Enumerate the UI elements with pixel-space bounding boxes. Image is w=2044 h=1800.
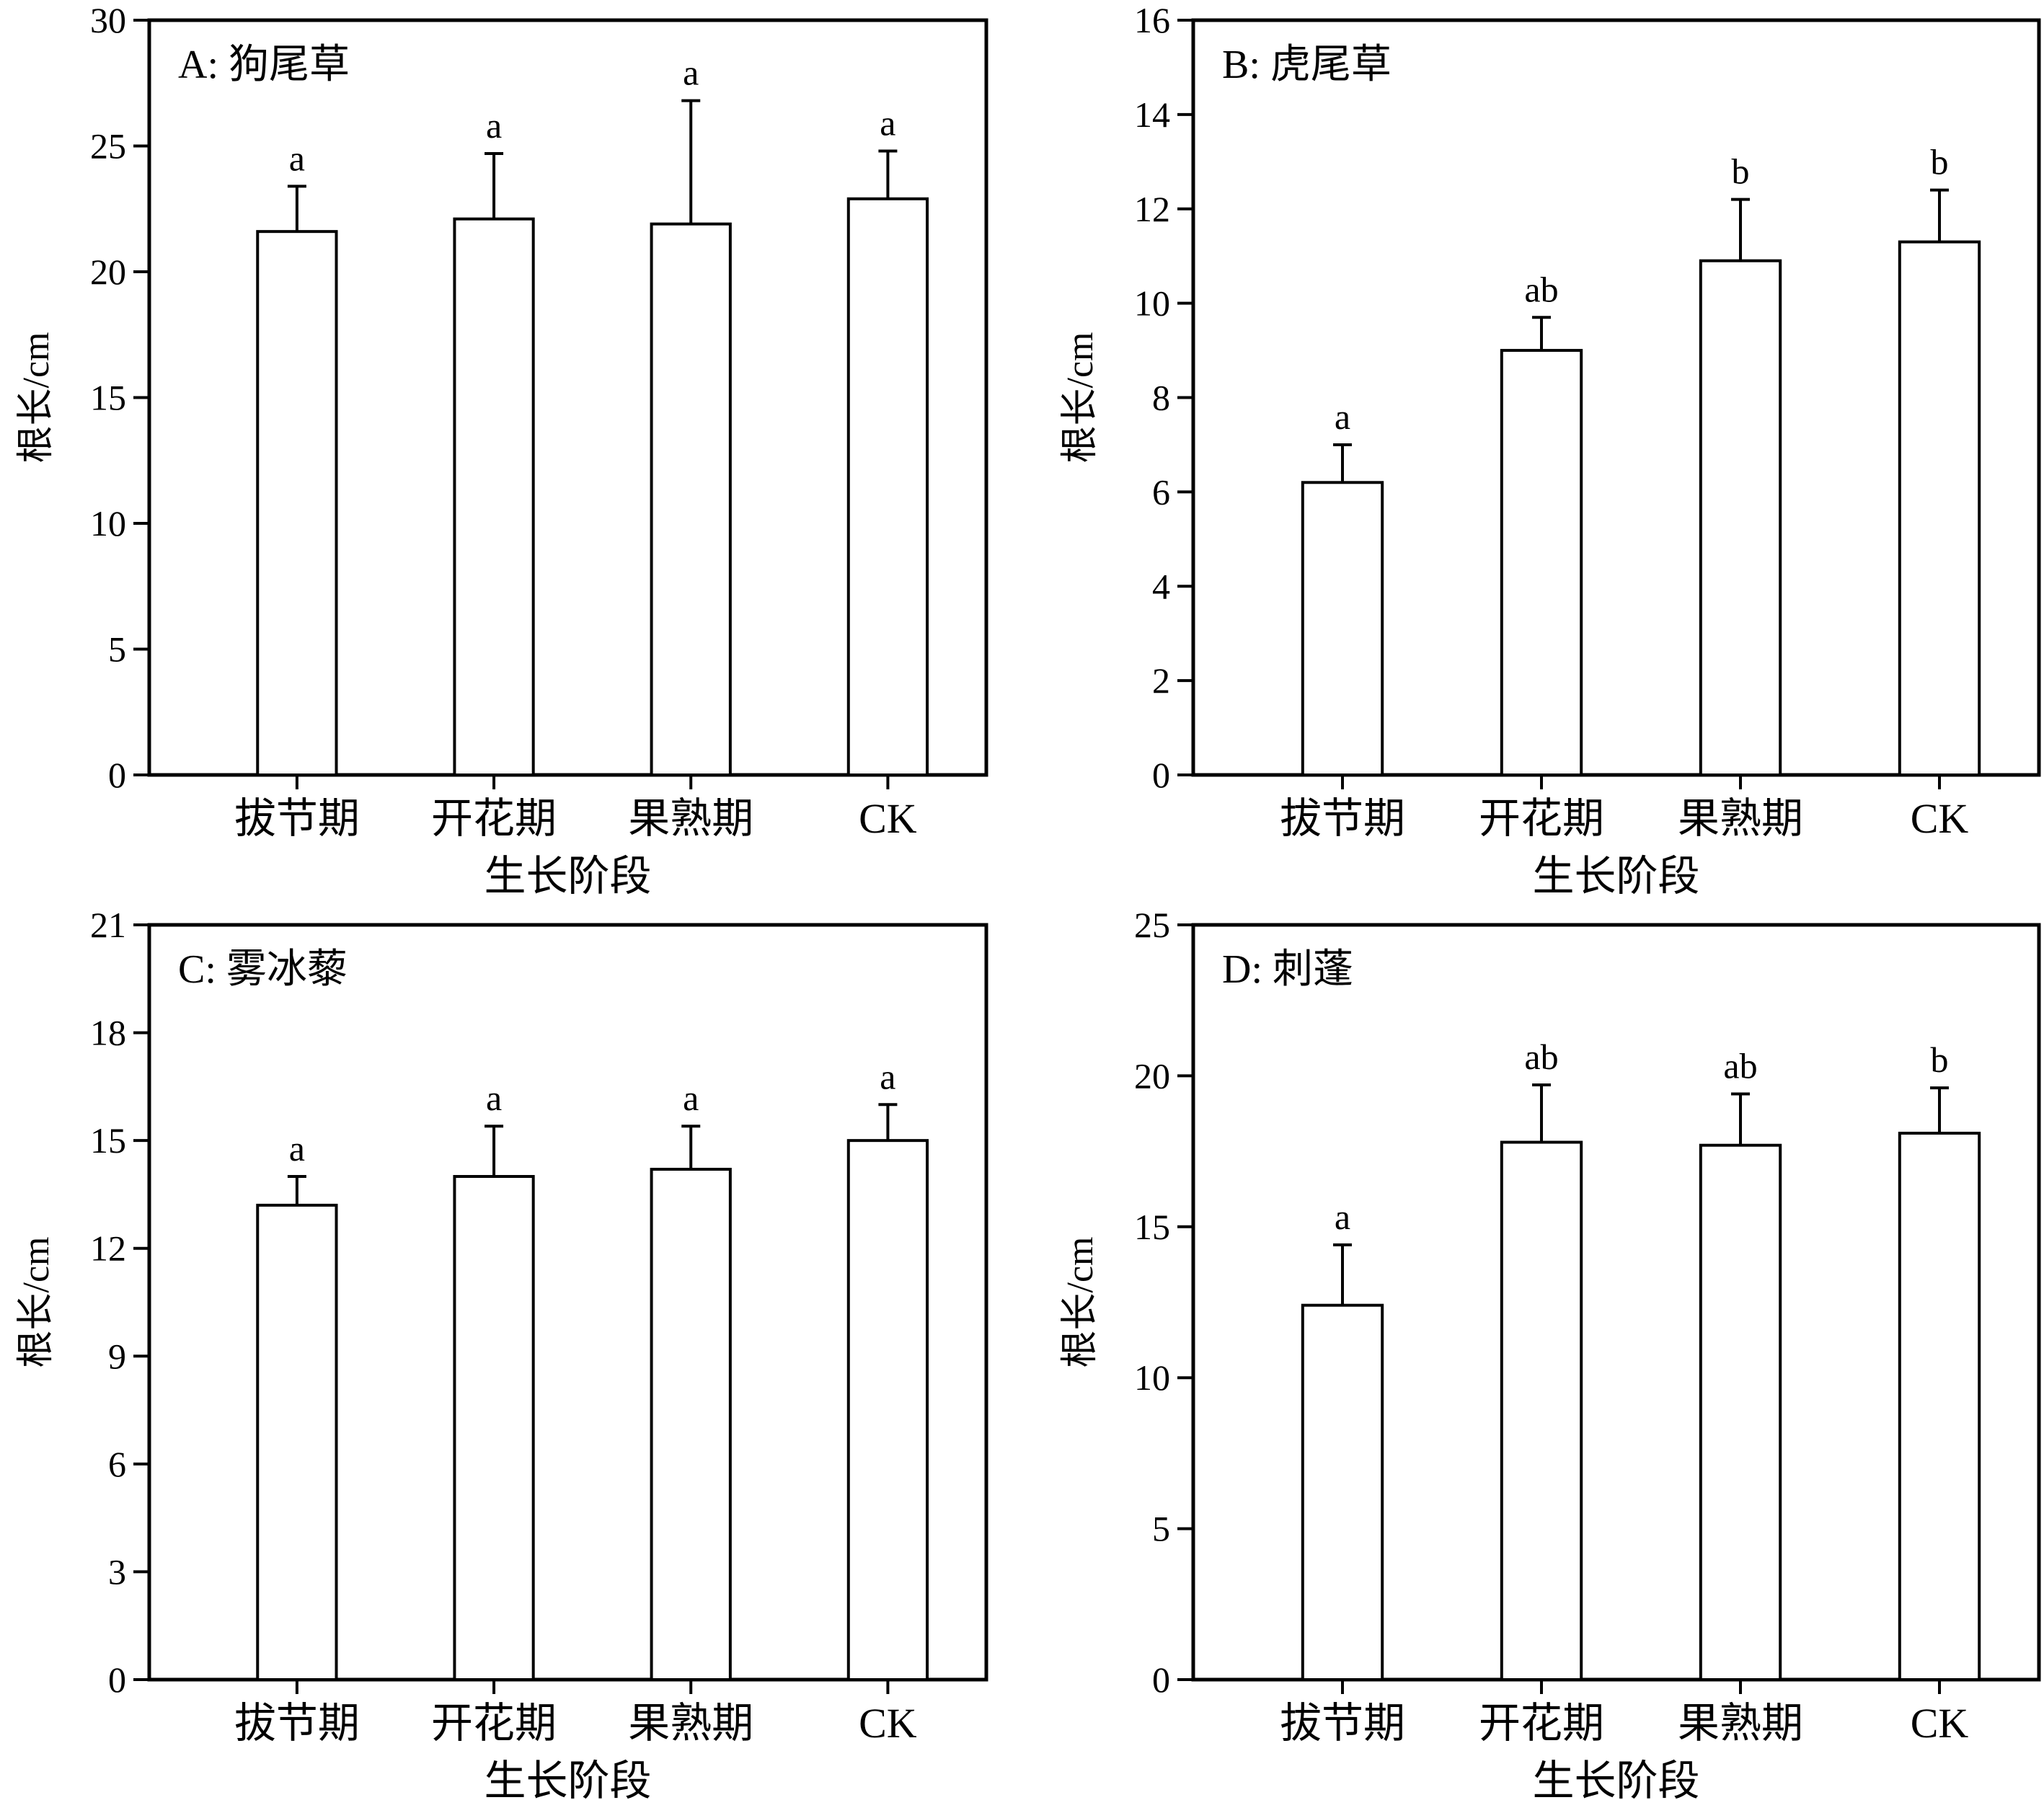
category-label: 果熟期 [628,795,753,842]
y-tick-label: 5 [1152,1509,1170,1549]
y-tick-label: 10 [1134,1357,1170,1398]
category-label: 开花期 [1479,795,1604,842]
category-label: 拔节期 [1280,1700,1405,1747]
category-label: 果熟期 [1678,795,1803,842]
y-tick-label: 25 [90,126,126,167]
significance-label: a [289,1128,305,1169]
bar [650,222,732,776]
significance-label: a [486,1078,502,1118]
significance-label: a [880,1056,895,1096]
bar [453,217,535,776]
y-axis-label: 根长/cm [1060,332,1101,464]
panel-title: B: 虎尾草 [1222,43,1392,87]
bar [1699,259,1782,776]
y-tick-label: 15 [90,1120,126,1161]
y-tick-label: 20 [90,252,126,292]
significance-label: ab [1524,269,1558,309]
y-tick-label: 6 [108,1444,126,1484]
y-tick-label: 2 [1152,660,1170,701]
category-label: 拔节期 [234,795,360,842]
bar [650,1168,732,1681]
category-label: 拔节期 [1280,795,1405,842]
y-tick-label: 5 [108,629,126,670]
y-tick-label: 30 [90,0,126,40]
category-label: CK [859,795,917,842]
plot-frame [147,923,988,1682]
bar [1500,1140,1583,1681]
y-tick-label: 16 [1134,0,1170,40]
bar [1500,349,1583,776]
bar [846,197,929,777]
significance-label: a [880,102,895,143]
significance-label: a [486,105,502,146]
category-label: 果熟期 [1678,1700,1803,1747]
panel-title: A: 狗尾草 [178,43,350,87]
y-tick-label: 0 [108,755,126,795]
significance-label: b [1931,1039,1949,1080]
y-tick-label: 12 [1134,189,1170,229]
significance-label: a [1335,396,1350,437]
y-tick-label: 3 [108,1551,126,1592]
bar [256,1203,338,1681]
panel-title: D: 刺蓬 [1222,947,1353,992]
y-tick-label: 20 [1134,1055,1170,1096]
bar [256,230,338,777]
significance-label: b [1931,142,1949,182]
y-tick-label: 0 [1152,755,1170,795]
bar [1301,481,1384,776]
y-tick-label: 6 [1152,471,1170,512]
category-label: 果熟期 [628,1700,753,1747]
bar [1301,1303,1384,1681]
significance-label: ab [1524,1037,1558,1077]
y-tick-label: 10 [90,503,126,544]
bar [1898,1131,1981,1682]
bar [1699,1143,1782,1681]
significance-label: b [1732,151,1750,192]
category-label: 拔节期 [234,1700,360,1747]
significance-label: a [683,53,699,93]
y-tick-label: 12 [90,1228,126,1269]
category-label: 开花期 [1479,1700,1604,1747]
y-tick-label: 0 [108,1659,126,1700]
y-tick-label: 25 [1134,905,1170,945]
significance-label: ab [1723,1046,1757,1086]
y-axis-label: 根长/cm [1060,1237,1101,1368]
panel-title: C: 雾冰藜 [178,947,348,992]
x-axis-label: 生长阶段 [484,1757,651,1800]
category-label: 开花期 [431,1700,557,1747]
significance-label: a [683,1078,699,1118]
bar [846,1139,929,1681]
y-tick-label: 21 [90,905,126,945]
y-tick-label: 15 [1134,1207,1170,1247]
bar [1898,240,1981,776]
x-axis-label: 生长阶段 [1532,1757,1699,1800]
y-tick-label: 10 [1134,283,1170,324]
significance-label: a [289,138,305,178]
y-axis-label: 根长/cm [16,1237,57,1368]
y-tick-label: 18 [90,1013,126,1053]
x-axis-label: 生长阶段 [1532,853,1699,900]
y-tick-label: 9 [108,1336,126,1376]
y-tick-label: 0 [1152,1659,1170,1700]
category-label: CK [859,1700,917,1747]
bar [453,1175,535,1681]
y-tick-label: 14 [1134,94,1170,135]
y-axis-label: 根长/cm [16,332,57,464]
category-label: CK [1911,795,1969,842]
y-tick-label: 15 [90,378,126,418]
x-axis-label: 生长阶段 [484,853,651,900]
significance-label: a [1335,1197,1350,1237]
plot-frame [1191,923,2041,1682]
y-tick-label: 4 [1152,566,1170,606]
category-label: CK [1911,1700,1969,1747]
category-label: 开花期 [431,795,557,842]
y-tick-label: 8 [1152,378,1170,418]
